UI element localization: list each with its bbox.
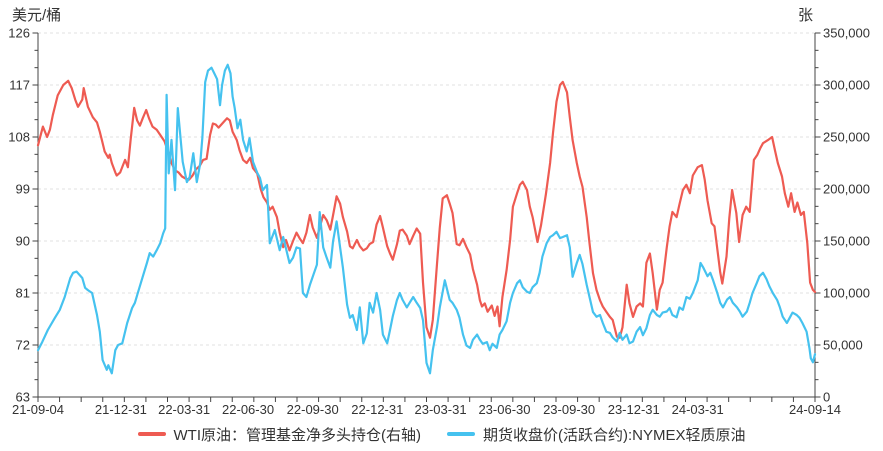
x-axis-label: 21-12-31 bbox=[95, 402, 147, 417]
left-tick-label: 126 bbox=[8, 26, 30, 41]
x-axis-label: 23-06-30 bbox=[478, 402, 530, 417]
right-tick-label: 200,000 bbox=[823, 182, 870, 197]
left-tick-label: 72 bbox=[16, 338, 30, 353]
legend-label: WTI原油：管理基金净多头持仓(右轴) bbox=[173, 426, 421, 444]
left-tick-label: 90 bbox=[16, 234, 30, 249]
right-tick-label: 250,000 bbox=[823, 130, 870, 145]
x-axis-label: 23-09-30 bbox=[543, 402, 595, 417]
x-axis-label: 21-09-04 bbox=[12, 402, 64, 417]
right-tick-label: 100,000 bbox=[823, 286, 870, 301]
left-axis-title: 美元/桶 bbox=[12, 7, 62, 24]
x-axis-label: 22-12-31 bbox=[351, 402, 403, 417]
right-axis-title: 张 bbox=[798, 7, 814, 24]
x-axis-label: 23-03-31 bbox=[415, 402, 467, 417]
x-axis-label: 23-12-31 bbox=[608, 402, 660, 417]
chart-legend: WTI原油：管理基金净多头持仓(右轴) 期货收盘价(活跃合约):NYMEX轻质原… bbox=[0, 422, 883, 446]
legend-item-futures-close-price[interactable]: 期货收盘价(活跃合约):NYMEX轻质原油 bbox=[446, 424, 746, 445]
left-tick-label: 117 bbox=[9, 78, 30, 93]
right-tick-label: 0 bbox=[823, 390, 830, 405]
series-line-0 bbox=[36, 79, 817, 339]
right-tick-label: 150,000 bbox=[823, 234, 870, 249]
right-tick-label: 300,000 bbox=[823, 78, 870, 93]
blue-line-swatch bbox=[446, 432, 475, 436]
x-axis-label: 24-03-31 bbox=[672, 402, 724, 417]
legend-item-net-long-positions[interactable]: WTI原油：管理基金净多头持仓(右轴) bbox=[137, 424, 421, 445]
x-axis-label: 24-09-14 bbox=[789, 402, 841, 417]
red-line-swatch bbox=[137, 432, 166, 436]
left-tick-label: 99 bbox=[16, 182, 30, 197]
x-axis-label: 22-09-30 bbox=[287, 402, 339, 417]
left-tick-label: 108 bbox=[8, 130, 30, 145]
x-axis-label: 22-03-31 bbox=[158, 402, 210, 417]
right-tick-label: 50,000 bbox=[823, 338, 863, 353]
left-tick-label: 63 bbox=[16, 390, 30, 405]
right-tick-label: 350,000 bbox=[823, 26, 870, 41]
x-axis-label: 22-06-30 bbox=[222, 402, 274, 417]
series-line-1 bbox=[36, 63, 817, 375]
legend-label: 期货收盘价(活跃合约):NYMEX轻质原油 bbox=[482, 426, 746, 444]
left-tick-label: 81 bbox=[16, 286, 30, 301]
